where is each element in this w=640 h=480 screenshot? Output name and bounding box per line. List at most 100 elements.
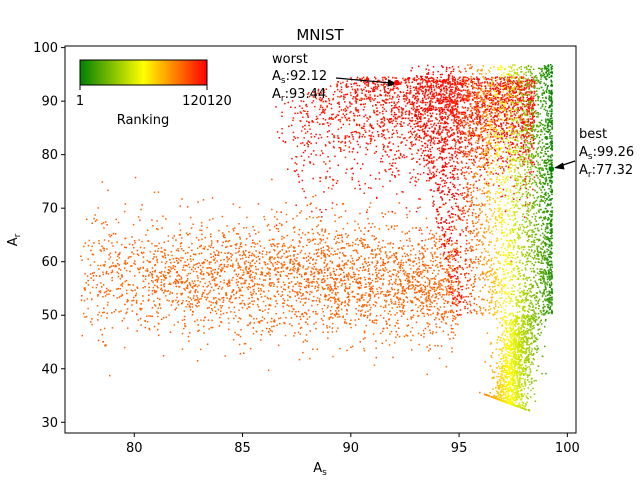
scatter-point: [475, 116, 477, 118]
scatter-point: [214, 306, 216, 308]
scatter-point: [338, 234, 341, 236]
scatter-point: [309, 293, 311, 296]
scatter-point: [499, 167, 502, 170]
scatter-point: [128, 243, 131, 245]
scatter-point: [324, 144, 327, 146]
scatter-point: [494, 112, 497, 114]
scatter-point: [397, 319, 399, 322]
scatter-point: [237, 273, 240, 276]
scatter-point: [406, 335, 409, 337]
scatter-point: [364, 269, 366, 271]
scatter-point: [400, 261, 402, 264]
scatter-point: [417, 290, 420, 292]
scatter-point: [457, 139, 459, 141]
scatter-point: [483, 166, 485, 168]
scatter-point: [310, 270, 312, 273]
scatter-point: [309, 203, 312, 205]
scatter-point: [337, 95, 339, 98]
scatter-point: [506, 158, 509, 160]
scatter-point: [516, 94, 519, 97]
scatter-point: [308, 252, 311, 255]
scatter-point: [444, 94, 446, 96]
scatter-point: [402, 95, 405, 98]
scatter-point: [418, 243, 420, 246]
scatter-point: [439, 284, 441, 287]
scatter-point: [170, 266, 172, 269]
scatter-point: [176, 259, 178, 262]
scatter-point: [255, 273, 258, 275]
scatter-point: [208, 274, 210, 276]
scatter-point: [455, 300, 457, 302]
scatter-point: [308, 286, 310, 288]
scatter-point: [417, 332, 420, 335]
scatter-point: [148, 315, 150, 317]
scatter-point: [288, 250, 290, 252]
scatter-point: [346, 135, 348, 137]
scatter-point: [297, 270, 299, 272]
scatter-point: [355, 250, 358, 253]
scatter-point: [409, 281, 412, 283]
scatter-point: [254, 262, 256, 264]
scatter-point: [417, 136, 419, 138]
scatter-point: [320, 104, 322, 107]
scatter-point: [427, 130, 429, 132]
scatter-point: [518, 88, 520, 90]
scatter-point: [465, 196, 468, 198]
scatter-point: [422, 248, 425, 250]
scatter-point: [443, 313, 446, 315]
scatter-point: [412, 285, 415, 287]
scatter-point: [338, 300, 341, 302]
scatter-point: [450, 244, 453, 246]
scatter-point: [387, 130, 390, 133]
scatter-point: [309, 262, 311, 264]
scatter-point: [452, 288, 454, 290]
scatter-point: [415, 227, 417, 229]
scatter-point: [377, 85, 380, 88]
scatter-point: [382, 106, 384, 109]
scatter-point: [356, 109, 359, 112]
scatter-point: [527, 120, 530, 122]
scatter-point: [417, 100, 419, 103]
scatter-point: [287, 255, 289, 258]
scatter-point: [264, 305, 267, 307]
scatter-point: [173, 235, 175, 237]
scatter-point: [382, 284, 384, 286]
scatter-point: [312, 196, 314, 198]
scatter-point: [202, 274, 204, 276]
scatter-point: [157, 334, 160, 337]
scatter-point: [157, 250, 159, 252]
scatter-point: [224, 355, 226, 357]
scatter-point: [428, 350, 430, 352]
scatter-point: [337, 303, 339, 305]
scatter-point: [455, 267, 458, 269]
scatter-point: [413, 297, 416, 299]
scatter-point: [531, 118, 533, 120]
scatter-point: [163, 279, 165, 281]
scatter-point: [287, 294, 289, 297]
scatter-point: [436, 80, 439, 83]
scatter-point: [447, 311, 450, 313]
scatter-point: [256, 283, 259, 285]
scatter-point: [124, 203, 127, 205]
scatter-point: [313, 281, 315, 283]
scatter-point: [317, 248, 320, 251]
scatter-point: [375, 277, 378, 280]
scatter-point: [410, 141, 412, 144]
scatter-point: [465, 123, 467, 125]
scatter-point: [413, 260, 416, 262]
scatter-point: [277, 267, 280, 269]
scatter-point: [157, 322, 160, 325]
scatter-point: [153, 256, 155, 258]
scatter-point: [451, 119, 453, 121]
scatter-point: [107, 189, 109, 192]
scatter-point: [158, 242, 160, 245]
scatter-point: [108, 266, 111, 269]
scatter-point: [251, 242, 254, 244]
scatter-point: [434, 244, 436, 246]
scatter-point: [192, 223, 194, 225]
scatter-point: [362, 245, 364, 248]
scatter-point: [429, 348, 431, 350]
scatter-point: [257, 298, 260, 301]
scatter-point: [156, 220, 158, 222]
scatter-point: [372, 285, 374, 287]
